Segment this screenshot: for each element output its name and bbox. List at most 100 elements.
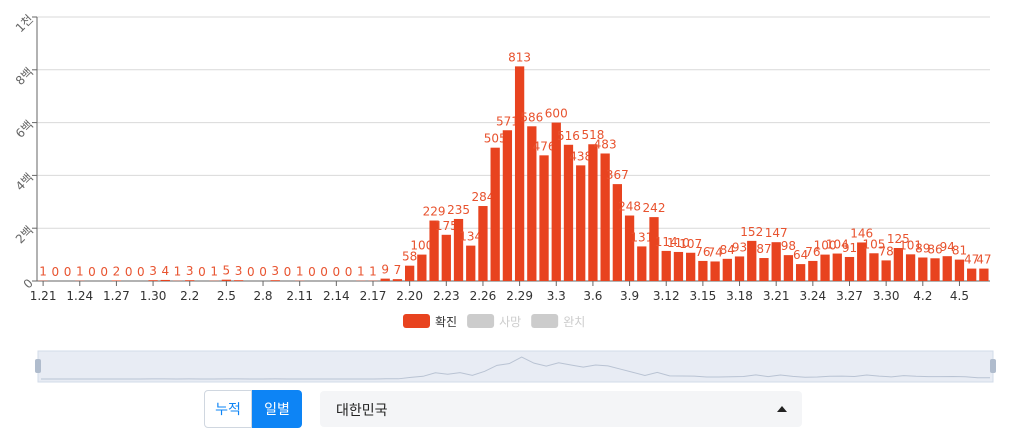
data-label: 0 (137, 265, 145, 279)
x-tick-label: 2.2 (180, 289, 199, 303)
bar (233, 280, 244, 281)
x-tick-label: 2.20 (396, 289, 423, 303)
bar (441, 234, 451, 281)
data-label: 571 (496, 114, 519, 128)
data-label: 47 (964, 253, 979, 267)
bar (429, 220, 439, 281)
bar (820, 254, 830, 281)
data-label: 147 (765, 226, 788, 240)
mode-button[interactable]: 누적 (204, 390, 252, 428)
data-label: 5 (223, 264, 231, 278)
data-label: 104 (826, 238, 849, 252)
bar (453, 218, 464, 281)
bar (857, 242, 867, 281)
bar (624, 215, 635, 281)
data-label: 0 (259, 265, 267, 279)
bar (514, 66, 525, 281)
data-label: 0 (64, 265, 72, 279)
bar (539, 155, 549, 281)
data-label: 0 (247, 265, 255, 279)
bar (527, 126, 537, 282)
data-label: 1 (369, 265, 377, 279)
data-label: 152 (740, 225, 763, 239)
data-label: 81 (952, 244, 967, 258)
data-label: 9 (381, 263, 389, 277)
data-label: 114 (655, 235, 678, 249)
bar (563, 144, 574, 281)
zoom-track (37, 350, 994, 383)
y-tick-label: 2백 (13, 223, 36, 246)
data-label: 91 (842, 241, 857, 255)
legend-label[interactable]: 완치 (563, 315, 585, 329)
bar (698, 260, 708, 281)
zoom-handle[interactable] (35, 359, 41, 373)
data-label: 516 (557, 129, 580, 143)
zoom-handle[interactable] (990, 359, 996, 373)
legend-swatch[interactable] (467, 314, 495, 328)
data-label: 0 (52, 265, 60, 279)
legend-label[interactable]: 사망 (499, 315, 521, 329)
data-label: 0 (308, 265, 316, 279)
data-label: 518 (581, 128, 604, 142)
data-label: 1 (357, 265, 365, 279)
x-tick-label: 2.14 (323, 289, 350, 303)
bar (160, 279, 170, 281)
data-label: 3 (271, 264, 279, 278)
data-label: 438 (569, 149, 592, 163)
data-label: 1 (210, 265, 218, 279)
bar (795, 264, 806, 281)
data-label: 3 (186, 264, 194, 278)
region-select[interactable]: 대한민국 (320, 391, 802, 427)
x-tick-label: 3.27 (836, 289, 863, 303)
x-tick-label: 2.17 (360, 289, 387, 303)
data-label: 64 (793, 248, 808, 262)
x-tick-label: 1.27 (103, 289, 130, 303)
data-zoom[interactable] (0, 347, 1009, 387)
bar (942, 256, 952, 281)
bar (148, 280, 158, 281)
data-label: 0 (333, 265, 341, 279)
data-label: 125 (887, 232, 910, 246)
bar (808, 260, 818, 281)
bar (649, 217, 659, 281)
data-label: 7 (394, 263, 402, 277)
data-label: 131 (630, 230, 653, 244)
data-label: 0 (88, 265, 96, 279)
x-tick-label: 3.18 (726, 289, 753, 303)
data-label: 93 (732, 240, 747, 254)
data-label: 3 (149, 264, 157, 278)
data-label: 0 (284, 265, 292, 279)
bar (967, 268, 977, 281)
data-label: 78 (879, 244, 894, 258)
data-label: 0 (320, 265, 328, 279)
bar (661, 250, 671, 281)
bar (576, 165, 586, 281)
data-label: 84 (720, 243, 735, 257)
x-tick-label: 3.21 (763, 289, 790, 303)
bar (686, 252, 696, 281)
data-label: 284 (472, 190, 495, 204)
x-tick-label: 4.2 (913, 289, 932, 303)
bar (710, 261, 720, 281)
bar (221, 279, 232, 281)
bar (734, 256, 745, 281)
data-label: 600 (545, 107, 568, 121)
data-label: 105 (862, 237, 885, 251)
bar (918, 257, 928, 281)
data-label: 1 (174, 265, 182, 279)
mode-button[interactable]: 일별 (252, 390, 302, 428)
legend-label[interactable]: 확진 (435, 315, 457, 329)
data-label: 110 (667, 236, 690, 250)
bar (673, 251, 684, 281)
x-tick-label: 3.24 (799, 289, 826, 303)
legend-swatch[interactable] (403, 314, 430, 328)
x-tick-label: 3.12 (653, 289, 680, 303)
bar (930, 258, 940, 281)
dropdown-arrow (777, 406, 787, 412)
bar (551, 122, 561, 281)
data-label: 0 (125, 265, 133, 279)
legend-swatch[interactable] (531, 314, 559, 328)
zoom-shadow (40, 356, 990, 380)
x-tick-label: 3.3 (547, 289, 566, 303)
